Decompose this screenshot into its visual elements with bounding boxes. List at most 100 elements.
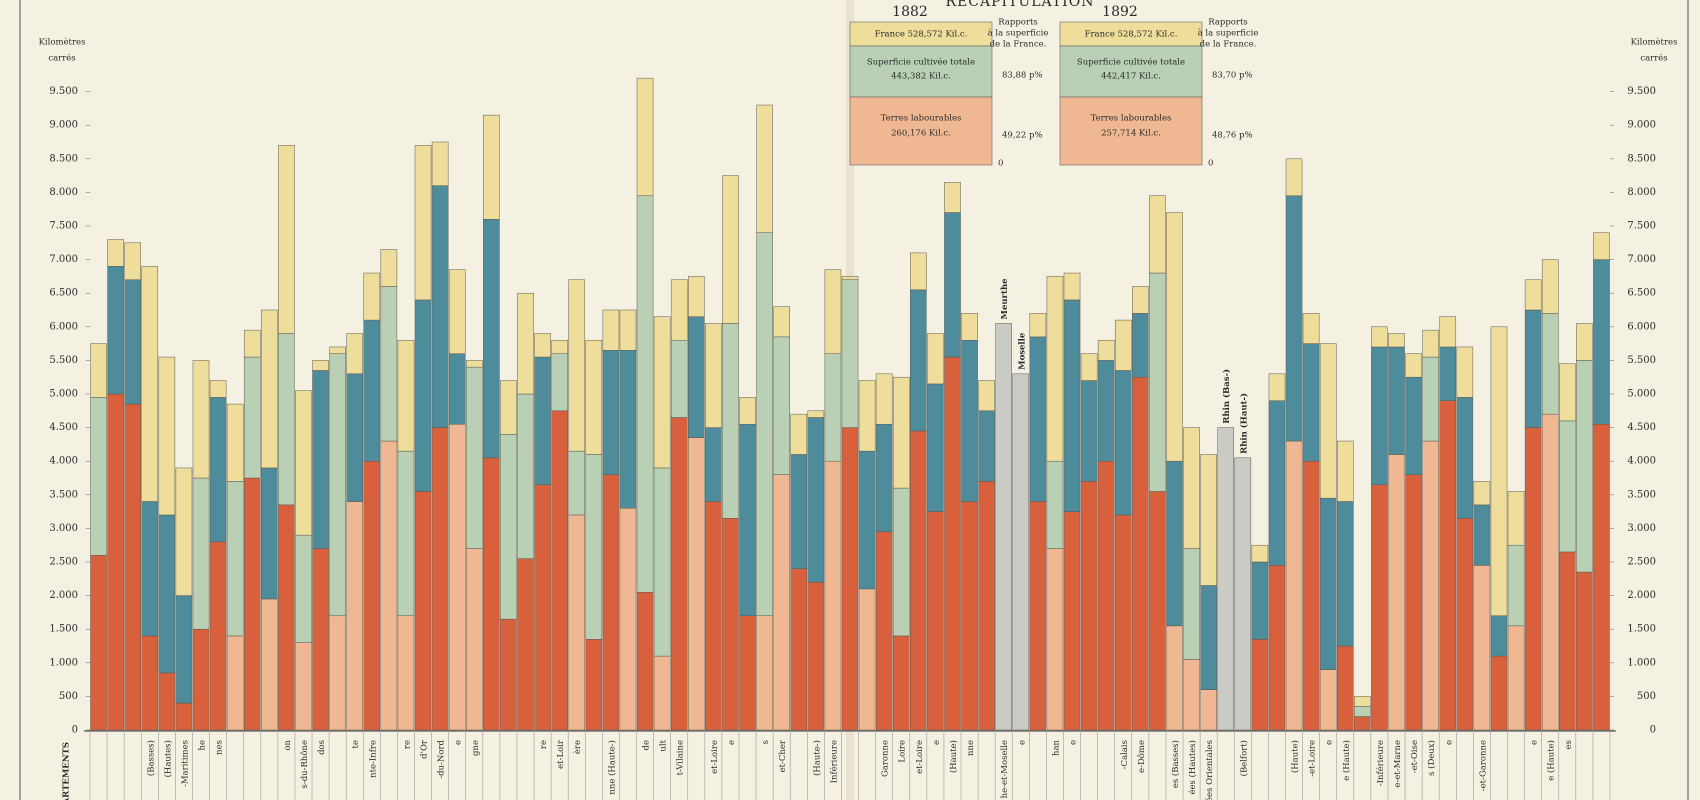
y-tick-label: 4.000 (49, 456, 78, 467)
bar-segment (261, 309, 278, 469)
bar-segment (1132, 286, 1149, 314)
bar-segment (1251, 561, 1269, 640)
bar-segment (1200, 585, 1217, 690)
bar-segment (90, 397, 107, 556)
x-tick-label: e (932, 740, 942, 745)
y-tick-label: 2.500 (1627, 557, 1656, 568)
bar-segment (1541, 259, 1559, 314)
y-tick-label: 1.500 (1627, 624, 1656, 635)
bar-segment (380, 286, 398, 442)
bar-segment (483, 457, 500, 731)
y-tick-label: 8.000 (1627, 187, 1656, 198)
y-tick-label: 9.500 (49, 86, 78, 97)
bar-segment (927, 383, 944, 512)
recap-france-text: France 528,572 Kil.c. (875, 30, 968, 40)
y-tick-label: 9.000 (1627, 120, 1656, 131)
bar-segment (346, 373, 364, 502)
bar-segment (602, 474, 620, 731)
bar-segment (1576, 323, 1593, 361)
bar-segment (602, 309, 620, 351)
y-tick-label: 7.500 (49, 221, 78, 232)
bar-segment (978, 410, 995, 482)
section-label: DÉPARTEMENTS (60, 742, 72, 800)
bar-segment (209, 397, 227, 543)
x-tick-label: (Haute) (948, 740, 959, 773)
x-tick-label: nne (Haute-) (606, 740, 617, 795)
bar-segment (653, 655, 671, 731)
x-tick-label: ult (659, 739, 669, 751)
x-tick-label: te (351, 740, 361, 748)
x-tick-label: nes (215, 740, 225, 755)
bar-segment (722, 323, 739, 519)
bar-segment (295, 390, 312, 536)
bar-segment (1132, 376, 1149, 731)
bar-segment (568, 514, 586, 731)
recap-year: 1892 (1102, 4, 1138, 20)
x-tick-label: he (198, 740, 208, 751)
bar-segment (1439, 316, 1457, 348)
bar-segment (1080, 353, 1098, 381)
bar-segment (431, 141, 449, 186)
bar-segment (1559, 420, 1576, 553)
bar-segment (961, 501, 978, 731)
bar-segment (1371, 346, 1388, 485)
recap-cultivated-label: Superficie cultivée totale (867, 57, 975, 68)
recap-cultivated-label: Superficie cultivée totale (1077, 57, 1185, 68)
x-tick-label: de (642, 740, 652, 750)
bar-segment (995, 323, 1012, 731)
bar-segment (1473, 504, 1491, 566)
bar-segment (619, 507, 637, 731)
bar-segment (1268, 400, 1286, 566)
bar-segment (431, 185, 449, 428)
bar-segment (1166, 625, 1183, 731)
bar-segment (1080, 380, 1098, 482)
y-tick-label: 2.000 (1627, 590, 1656, 601)
bar-segment (841, 276, 859, 281)
x-tick-label: et-Loire (915, 740, 925, 774)
y-tick-label: 5.000 (49, 389, 78, 400)
recap-cultivated-value: 443,382 Kil.c. (891, 72, 951, 82)
x-tick-label: e (727, 740, 737, 745)
bar-segment (688, 276, 705, 317)
bar-segment (295, 642, 312, 731)
bar-segment (927, 511, 944, 731)
x-tick-label: ées Orientales (1204, 740, 1215, 800)
x-tick-label: e (1017, 740, 1027, 745)
bar-segment (243, 356, 261, 479)
recap-arable-label: Terres labourables (1091, 114, 1172, 124)
bar-segment (1166, 212, 1183, 462)
bar-segment (1302, 343, 1320, 462)
bar-segment (1114, 319, 1132, 371)
bar-segment (1405, 353, 1422, 378)
bar-segment (1473, 481, 1491, 506)
bar-segment (1114, 514, 1132, 731)
bar-top-label: Rhin (Bas-) (1221, 369, 1232, 424)
bar-top-label: Meurthe (1000, 278, 1010, 320)
bar-segment (90, 343, 107, 398)
bar-segment (1541, 313, 1559, 415)
bar-segment (243, 329, 261, 358)
bar-segment (1200, 689, 1217, 731)
bar-segment (790, 568, 808, 731)
bar-segment (261, 598, 278, 731)
bar-segment (568, 450, 586, 516)
bar-segment (534, 333, 551, 358)
bar-segment (209, 541, 227, 731)
bar-segment (1097, 460, 1115, 731)
recap-cultivated-pct: 83,88 p% (1002, 71, 1043, 81)
bar-segment (1593, 259, 1610, 425)
bar-segment (1405, 474, 1422, 731)
y-axis-label: carrés (1640, 53, 1667, 64)
bar-segment (1285, 440, 1303, 731)
recap-ratio-note: Rapports (1208, 18, 1248, 28)
bar-segment (175, 467, 193, 596)
bar-segment (1029, 336, 1047, 502)
x-tick-label: -Calais (1120, 740, 1130, 769)
bar-segment (517, 292, 534, 395)
recap-arable-value: 257,714 Kil.c. (1101, 129, 1161, 139)
bar-segment (790, 454, 808, 569)
bar-segment (1046, 548, 1064, 731)
bar-segment (1439, 400, 1457, 731)
y-tick-label: 5.500 (1627, 355, 1656, 366)
bar-segment (653, 316, 671, 469)
